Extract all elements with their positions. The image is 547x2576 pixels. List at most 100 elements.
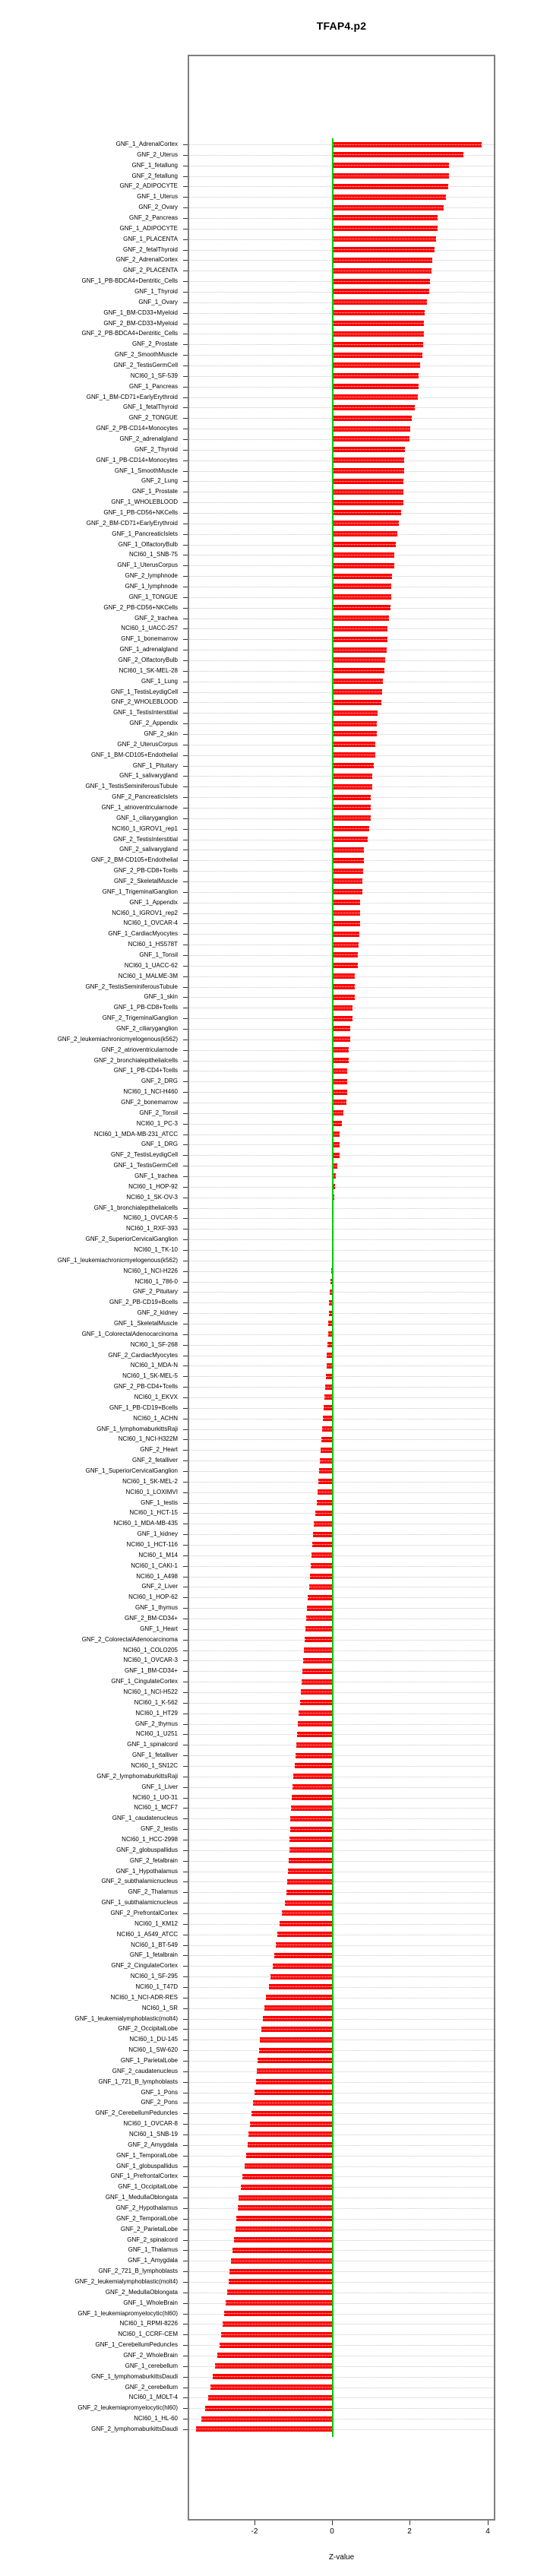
row-label: GNF_2_fetallung <box>131 172 178 179</box>
bar <box>332 1184 335 1189</box>
bar <box>255 2090 332 2095</box>
row-label: NCI60_1_SF-539 <box>130 372 178 379</box>
bar-grid-dots <box>213 2376 332 2377</box>
bar-grid-dots <box>313 1534 332 1535</box>
row-label: GNF_2_SkeletalMuscle <box>113 878 178 885</box>
row-label: NCI60_1_IGROV1_rep2 <box>112 910 178 916</box>
bar-grid-dots <box>220 2345 332 2346</box>
bar-grid-dots <box>332 786 372 787</box>
bar <box>251 2111 332 2116</box>
row-label: GNF_2_SmoothMuscle <box>114 351 178 358</box>
bar-grid-dots <box>332 986 355 987</box>
row-label: GNF_2_PrefrontalCortex <box>110 1910 178 1916</box>
y-axis-tick <box>183 2345 188 2346</box>
y-axis-tick <box>183 207 188 208</box>
bar <box>332 1173 336 1179</box>
y-axis-tick <box>183 2113 188 2114</box>
row-label: GNF_1_OlfactoryBulb <box>118 541 178 548</box>
bar-grid-dots <box>299 1713 332 1714</box>
bar-grid-dots <box>307 1608 332 1609</box>
row-label: GNF_2_leukemiachronicmyelogenous(k562) <box>57 1036 178 1043</box>
y-axis-tick <box>183 997 188 998</box>
row-gridline <box>189 1313 494 1314</box>
bar-grid-dots <box>332 565 394 566</box>
row-label: GNF_1_atrioventricularnode <box>101 804 179 811</box>
y-axis-tick <box>183 881 188 882</box>
bar-grid-dots <box>332 797 371 798</box>
row-label: NCI60_1_MALME-3M <box>118 973 178 979</box>
row-label: GNF_1_SmoothMuscle <box>114 467 178 474</box>
bar <box>248 2142 332 2147</box>
bar <box>332 1153 340 1158</box>
bar <box>332 299 427 305</box>
bar <box>289 1858 332 1863</box>
row-label: NCI60_1_786-0 <box>134 1278 178 1285</box>
bar <box>292 1784 332 1790</box>
row-label: GNF_2_ParietalLobe <box>120 2226 178 2233</box>
row-gridline <box>189 1692 494 1693</box>
y-axis-tick <box>183 723 188 724</box>
plot-area <box>188 55 495 2521</box>
y-axis-tick <box>183 1881 188 1882</box>
bar <box>257 2068 332 2074</box>
y-axis-tick <box>183 1471 188 1472</box>
row-gridline <box>189 1408 494 1409</box>
row-gridline <box>189 2113 494 2114</box>
bar <box>331 1268 332 1274</box>
row-label: GNF_2_BM-CD34+ <box>124 1615 178 1622</box>
y-axis-tick <box>183 1724 188 1725</box>
y-axis-tick <box>183 313 188 314</box>
y-axis-tick <box>183 2240 188 2241</box>
y-axis-tick <box>183 1397 188 1398</box>
row-label: GNF_2_TrigeminalGanglion <box>102 1014 178 1021</box>
bar-grid-dots <box>241 2187 332 2188</box>
bar-grid-dots <box>305 1628 332 1629</box>
bar-grid-dots <box>297 1734 332 1735</box>
row-gridline <box>189 2271 494 2272</box>
bar <box>332 731 377 736</box>
row-gridline <box>189 1955 494 1956</box>
bar-grid-dots <box>208 2397 332 2398</box>
bar-grid-dots <box>332 197 446 198</box>
y-axis-tick <box>183 1387 188 1388</box>
row-label: NCI60_1_COLO205 <box>122 1647 178 1654</box>
y-axis-tick <box>183 1966 188 1967</box>
bar <box>223 2321 332 2327</box>
row-label: NCI60_1_ACHN <box>133 1415 178 1422</box>
bar-grid-dots <box>332 744 375 745</box>
row-label: GNF_1_BM-CD71+EarlyErythroid <box>86 394 178 400</box>
bar <box>332 1163 337 1169</box>
y-axis-tick <box>183 186 188 187</box>
row-gridline <box>189 1924 494 1925</box>
row-gridline <box>189 2008 494 2009</box>
row-gridline <box>189 1850 494 1851</box>
row-gridline <box>189 2061 494 2062</box>
row-label: GNF_1_adrenalgland <box>119 646 179 653</box>
row-label: GNF_2_BM-CD33+Myeloid <box>103 320 178 327</box>
bar <box>303 1658 332 1663</box>
y-axis-tick <box>183 155 188 156</box>
row-gridline <box>189 2250 494 2251</box>
row-label: NCI60_1_HCT-15 <box>129 1509 178 1516</box>
bar <box>332 710 378 716</box>
bar <box>289 1847 332 1853</box>
row-label: GNF_2_testis <box>141 1825 178 1832</box>
row-label: NCI60_1_DU-145 <box>129 2036 178 2043</box>
y-axis-tick <box>183 218 188 219</box>
row-label: GNF_2_lymphomaburkittsDaudi <box>91 2426 178 2432</box>
row-gridline <box>189 2282 494 2283</box>
row-label: NCI60_1_OVCAR-8 <box>123 2120 178 2127</box>
bar <box>332 984 355 989</box>
row-label: GNF_1_TemporalLobe <box>116 2152 178 2159</box>
y-axis-tick <box>183 1345 188 1346</box>
bar-grid-dots <box>332 1134 340 1135</box>
bar <box>332 616 389 621</box>
row-label: GNF_1_Pancreas <box>128 383 178 390</box>
y-axis-tick <box>183 1976 188 1977</box>
row-label: NCI60_1_KM12 <box>134 1920 178 1927</box>
row-label: GNF_1_trachea <box>134 1172 178 1179</box>
y-axis-tick <box>183 565 188 566</box>
bar <box>332 574 392 579</box>
bar-grid-dots <box>332 733 377 734</box>
bar <box>234 2237 332 2242</box>
